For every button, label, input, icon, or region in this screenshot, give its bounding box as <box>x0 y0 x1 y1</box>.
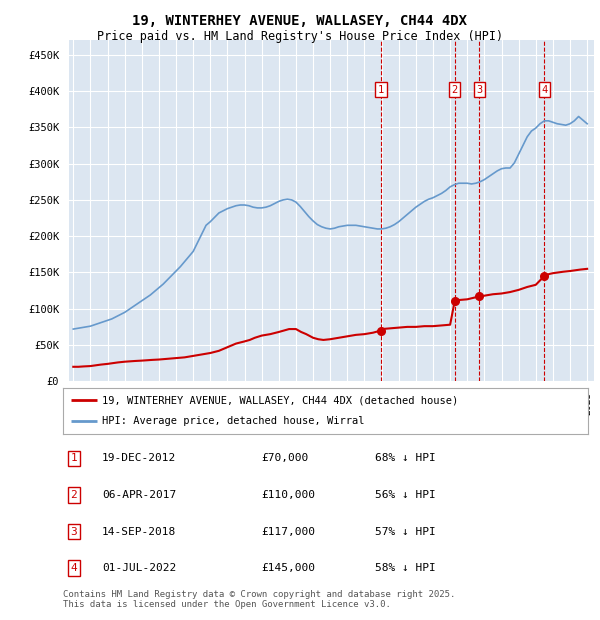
Text: 14-SEP-2018: 14-SEP-2018 <box>102 526 176 537</box>
Text: 4: 4 <box>541 85 547 95</box>
Text: £117,000: £117,000 <box>261 526 315 537</box>
Text: 57% ↓ HPI: 57% ↓ HPI <box>375 526 436 537</box>
Text: 3: 3 <box>70 526 77 537</box>
Text: 19, WINTERHEY AVENUE, WALLASEY, CH44 4DX (detached house): 19, WINTERHEY AVENUE, WALLASEY, CH44 4DX… <box>103 395 458 405</box>
Text: 68% ↓ HPI: 68% ↓ HPI <box>375 453 436 464</box>
Text: 19-DEC-2012: 19-DEC-2012 <box>102 453 176 464</box>
Text: Contains HM Land Registry data © Crown copyright and database right 2025.
This d: Contains HM Land Registry data © Crown c… <box>63 590 455 609</box>
Text: 2: 2 <box>70 490 77 500</box>
Text: 19, WINTERHEY AVENUE, WALLASEY, CH44 4DX: 19, WINTERHEY AVENUE, WALLASEY, CH44 4DX <box>133 14 467 28</box>
Text: HPI: Average price, detached house, Wirral: HPI: Average price, detached house, Wirr… <box>103 417 365 427</box>
Text: 1: 1 <box>70 453 77 464</box>
Text: Price paid vs. HM Land Registry's House Price Index (HPI): Price paid vs. HM Land Registry's House … <box>97 30 503 43</box>
Text: 3: 3 <box>476 85 482 95</box>
Text: 06-APR-2017: 06-APR-2017 <box>102 490 176 500</box>
Text: 4: 4 <box>70 563 77 574</box>
Text: £145,000: £145,000 <box>261 563 315 574</box>
Text: £70,000: £70,000 <box>261 453 308 464</box>
Text: 58% ↓ HPI: 58% ↓ HPI <box>375 563 436 574</box>
Text: 1: 1 <box>378 85 384 95</box>
Text: 2: 2 <box>451 85 458 95</box>
Text: 01-JUL-2022: 01-JUL-2022 <box>102 563 176 574</box>
Text: £110,000: £110,000 <box>261 490 315 500</box>
Text: 56% ↓ HPI: 56% ↓ HPI <box>375 490 436 500</box>
